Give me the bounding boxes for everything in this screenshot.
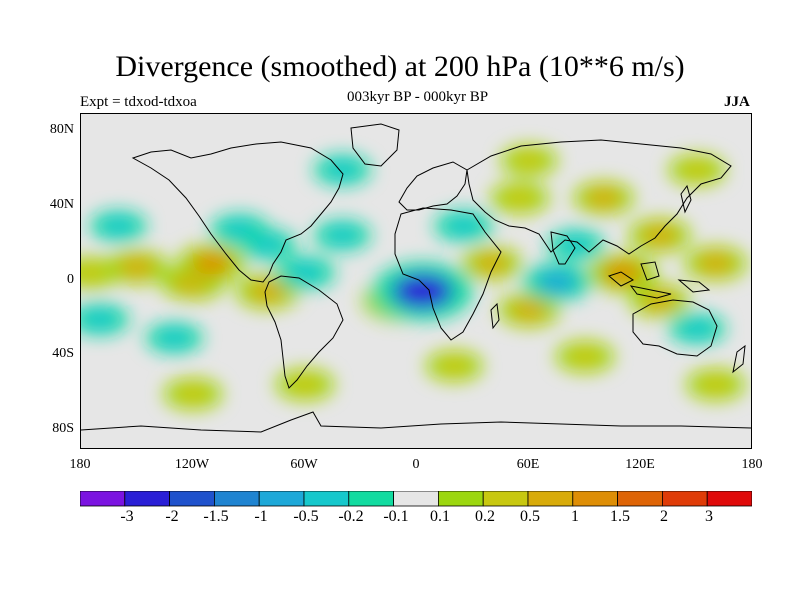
anomaly-core [446, 216, 482, 236]
anomaly-core [511, 151, 547, 170]
divergence-map [81, 114, 751, 448]
anomaly-core [585, 188, 622, 208]
colorbar-box [662, 491, 708, 507]
colorbar-label: -0.5 [293, 508, 319, 525]
anomaly-core [510, 299, 548, 321]
colorbar-label: 3 [705, 508, 713, 525]
anomaly-core [502, 188, 538, 208]
lat-label-40n: 40N [49, 197, 74, 212]
lon-label-180e: 180 [741, 457, 763, 472]
lon-label-60e: 60E [516, 457, 540, 472]
colorbar-label: -3 [120, 508, 134, 525]
colorbar-box [437, 491, 484, 507]
anomaly-core [191, 251, 233, 275]
anomaly-core [679, 160, 715, 180]
anomaly-core [473, 253, 510, 274]
anomaly-core [437, 356, 472, 376]
anomaly-core [325, 160, 360, 180]
anomaly-core [325, 226, 360, 245]
anomaly-core [536, 270, 578, 294]
colorbar-box [258, 491, 305, 507]
colorbar-box [303, 491, 350, 507]
anomaly-core [101, 216, 136, 236]
colorbar-box [80, 491, 126, 507]
colorbar-box [348, 491, 394, 507]
lat-label-80n: 80N [49, 122, 74, 137]
colorbar-label: 1.5 [610, 508, 630, 525]
colorbar-box [124, 491, 170, 507]
map-subtitle: 003kyr BP - 000kyr BP [346, 89, 489, 105]
anomaly-core [679, 319, 715, 338]
anomaly-core [248, 280, 287, 302]
colorbar-label: 0.1 [430, 508, 450, 525]
lat-label-80s: 80S [52, 421, 74, 436]
colorbar-box [706, 491, 752, 507]
colorbar-label: 1 [571, 508, 579, 525]
colorbar [80, 491, 752, 507]
anomaly-core [82, 309, 118, 329]
colorbar-box [527, 491, 574, 507]
anomaly-core [567, 347, 603, 367]
colorbar-box [169, 491, 215, 507]
map-frame [80, 113, 752, 449]
colorbar-label: -2 [165, 508, 179, 525]
coastlines [81, 123, 751, 433]
lat-label-40s: 40S [52, 346, 74, 361]
anomaly-core [392, 273, 453, 309]
anomaly-core [175, 384, 211, 404]
lon-label-120w: 120W [174, 457, 210, 472]
lon-label-120e: 120E [625, 457, 655, 472]
experiment-label: Expt = tdxod-tdxoa [80, 94, 197, 110]
colorbar-label: -0.1 [383, 508, 409, 525]
anomaly-core [250, 235, 285, 254]
lat-label-equator: 0 [67, 272, 74, 287]
colorbar-label: -1.5 [203, 508, 229, 525]
lon-label-180w: 180 [69, 457, 91, 472]
colorbar-box [213, 491, 260, 507]
colorbar-label: 0.2 [475, 508, 495, 525]
anomaly-core [287, 262, 323, 283]
anomaly-core [697, 253, 735, 274]
anomaly-core [157, 328, 192, 348]
colorbar-label: -1 [254, 508, 268, 525]
lon-label-0: 0 [412, 457, 420, 472]
anomaly-core [641, 290, 678, 311]
colorbar-box [482, 491, 529, 507]
colorbar-label: 0.5 [520, 508, 540, 525]
anomaly-core [81, 263, 108, 283]
anomaly-core [698, 375, 734, 395]
colorbar-box [572, 491, 618, 507]
season-label: JJA [724, 94, 750, 110]
lon-label-60w: 60W [290, 457, 318, 472]
colorbar-box [617, 491, 663, 507]
colorbar-label: 2 [660, 508, 668, 525]
anomaly-core [118, 256, 156, 278]
colorbar-label: -0.2 [338, 508, 364, 525]
colorbar-box [393, 491, 439, 507]
anomaly-core [287, 375, 323, 395]
map-title: Divergence (smoothed) at 200 hPa (10**6 … [115, 50, 685, 83]
